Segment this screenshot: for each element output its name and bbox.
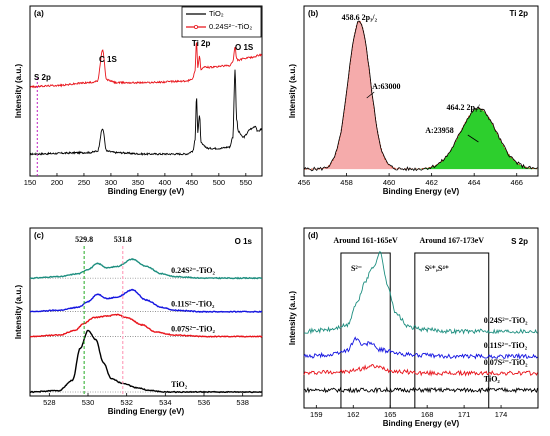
series-label: TiO₂	[484, 375, 501, 384]
peak-annotation: 458.6 2p₃/₂	[342, 13, 378, 22]
panel-label: (c)	[34, 231, 44, 240]
peak-fill	[304, 21, 538, 170]
x-tick-label: 532	[120, 398, 133, 407]
x-tick-label: 162	[347, 410, 360, 419]
series-label: 0.11S²⁻-TiO₂	[171, 300, 215, 309]
series-line	[303, 363, 538, 377]
area-annotation: A:23958	[425, 126, 453, 135]
x-tick-label: 174	[495, 410, 508, 419]
region-label: Around 167-173eV	[420, 236, 485, 245]
panel-d: 159 162 165 168 171 174 Binding Energy (eV) Int…	[288, 227, 539, 428]
peak-annotation: O 1S	[235, 43, 254, 52]
series-line	[29, 257, 263, 280]
y-axis-label: Intensity (a.u.)	[288, 291, 297, 346]
x-axis-label: Binding Energy (eV)	[108, 407, 185, 416]
region-label: Around 161-165eV	[333, 236, 398, 245]
panel-label: (a)	[34, 9, 44, 18]
x-tick-label: 536	[198, 398, 211, 407]
legend: TiO₂ 0.24S²⁻-TiO₂	[181, 6, 262, 38]
chart-title: Ti 2p	[509, 9, 528, 18]
legend-box	[181, 6, 262, 38]
x-tick-label: 460	[383, 178, 396, 187]
x-tick-label: 150	[24, 178, 37, 187]
series-line	[29, 42, 263, 89]
peak-annotation: 464.2 2p₁/₂	[447, 103, 483, 112]
raw-spectrum	[303, 20, 538, 172]
chart-title: O 1s	[235, 237, 253, 246]
x-tick-label: 456	[298, 178, 311, 187]
x-axis-label: Binding Energy (eV)	[108, 187, 185, 196]
legend-entry: 0.24S²⁻-TiO₂	[209, 22, 252, 31]
region-box	[340, 252, 391, 409]
x-tick-label: 530	[82, 398, 95, 407]
series-line	[303, 386, 538, 394]
series-line	[29, 313, 263, 338]
x-tick-label: 458	[340, 178, 353, 187]
panel-a: 150 200 250 300 350 400 450 500 550 Binding Energ…	[14, 5, 263, 196]
series-label: 0.24S²⁻-TiO₂	[484, 316, 528, 325]
x-tick-label: 450	[186, 178, 199, 187]
peak-annotation: S 2p	[34, 73, 51, 82]
species-label: S²⁻	[351, 264, 362, 273]
x-tick-label: 500	[213, 178, 226, 187]
x-tick-label: 550	[240, 178, 253, 187]
x-tick-label: 300	[105, 178, 118, 187]
y-axis-label: Intensity (a.u.)	[288, 64, 297, 119]
y-axis-label: Intensity (a.u.)	[14, 64, 23, 119]
x-tick-label: 200	[51, 178, 64, 187]
series-label: 0.07S²⁻-TiO₂	[171, 324, 215, 333]
y-axis-label: Intensity (a.u.)	[14, 285, 23, 340]
x-tick-label: 400	[159, 178, 172, 187]
series-line	[303, 336, 538, 360]
series-label: TiO₂	[171, 380, 188, 389]
peak-annotation: C 1S	[99, 55, 117, 64]
series-label: 0.24S²⁻-TiO₂	[171, 266, 215, 275]
x-tick-label: 534	[159, 398, 172, 407]
series-line	[303, 250, 538, 335]
x-axis-label: Binding Energy (eV)	[383, 419, 460, 428]
chart-title: S 2p	[511, 237, 528, 246]
x-tick-label: 168	[421, 410, 434, 419]
panel-label: (b)	[308, 9, 319, 18]
x-axis-label: Binding Energy (eV)	[383, 187, 460, 196]
x-tick-label: 165	[384, 410, 397, 419]
annotation-leader	[467, 134, 479, 143]
species-label: S⁶⁺,S⁴⁺	[425, 264, 449, 273]
x-tick-label: 159	[310, 410, 323, 419]
legend-marker	[193, 24, 198, 29]
x-tick-label: 528	[43, 398, 56, 407]
panel-c: 528 530 532 534 536 538 Binding Energy (eV) Int…	[14, 227, 263, 416]
x-tick-label: 350	[132, 178, 145, 187]
plot-frame	[303, 5, 539, 177]
peak-fill	[304, 108, 538, 170]
area-annotation: A:63000	[372, 82, 400, 91]
x-tick-label: 171	[458, 410, 471, 419]
series-line	[30, 69, 263, 156]
panel-label: (d)	[308, 231, 319, 240]
x-tick-label: 466	[510, 178, 523, 187]
peak-marker-label: 531.8	[114, 235, 132, 244]
series-label: 0.07S²⁻-TiO₂	[484, 358, 528, 367]
peak-marker-label: 529.8	[75, 235, 93, 244]
series-line	[29, 329, 263, 394]
x-tick-label: 538	[236, 398, 249, 407]
x-tick-label: 250	[78, 178, 91, 187]
region-box	[414, 252, 490, 409]
panel-b: 456 458 460 462 464 466 Binding Energy (eV) Int…	[288, 5, 539, 196]
legend-entry: TiO₂	[209, 9, 224, 18]
series-label: 0.11S²⁻-TiO₂	[484, 341, 528, 350]
x-tick-label: 464	[468, 178, 481, 187]
series-line	[29, 288, 263, 313]
annotation-leader	[366, 91, 375, 99]
peak-annotation: Ti 2p	[192, 39, 211, 48]
x-tick-label: 462	[425, 178, 438, 187]
plot-frame	[29, 5, 263, 177]
